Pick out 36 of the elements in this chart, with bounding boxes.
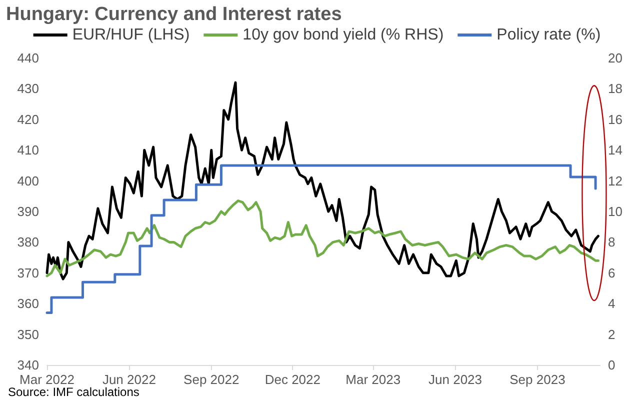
y2-tick-label: 20: [608, 50, 622, 66]
y2-tick-label: 6: [608, 265, 616, 280]
legend-label: EUR/HUF (LHS): [72, 26, 190, 44]
y2-tick-label: 18: [608, 81, 622, 96]
y2-tick-label: 12: [608, 173, 622, 188]
y2-tick-label: 14: [608, 142, 622, 158]
y-tick-label: 350: [17, 326, 39, 342]
x-tick-label: Mar 2023: [346, 372, 401, 387]
y2-tick-label: 16: [608, 112, 622, 127]
y-tick-label: 400: [17, 173, 39, 188]
y-tick-label: 420: [17, 112, 39, 127]
y2-tick-label: 4: [608, 296, 616, 312]
legend-label: Policy rate (%): [496, 26, 601, 44]
legend-label: 10y gov bond yield (% RHS): [242, 26, 444, 44]
line-series: [46, 200, 600, 278]
y-tick-label: 390: [17, 204, 39, 219]
x-tick-label: Mar 2022: [20, 372, 74, 387]
x-tick-label: Sep 2023: [510, 372, 566, 387]
y2-tick-label: 10: [608, 204, 622, 219]
source-note: Source: IMF calculations: [8, 385, 140, 399]
y2-tick-label: 2: [608, 326, 616, 342]
y-tick-label: 360: [17, 296, 39, 312]
y-tick-label: 440: [17, 50, 39, 66]
x-tick-label: Dec 2022: [264, 372, 321, 387]
line-series: [46, 81, 600, 280]
y-tick-label: 410: [17, 142, 39, 158]
x-tick-label: Sep 2022: [184, 372, 240, 387]
chart-title: Hungary: Currency and Interest rates: [6, 4, 342, 26]
x-tick-label: Jun 2022: [102, 372, 156, 387]
y2-tick-label: 8: [608, 234, 616, 250]
y-tick-label: 380: [17, 234, 39, 250]
x-tick-label: Jun 2023: [428, 372, 482, 387]
y2-tick-label: 0: [608, 358, 616, 372]
y-tick-label: 370: [17, 265, 39, 280]
y-tick-label: 340: [17, 358, 39, 372]
y-tick-label: 430: [17, 81, 39, 96]
